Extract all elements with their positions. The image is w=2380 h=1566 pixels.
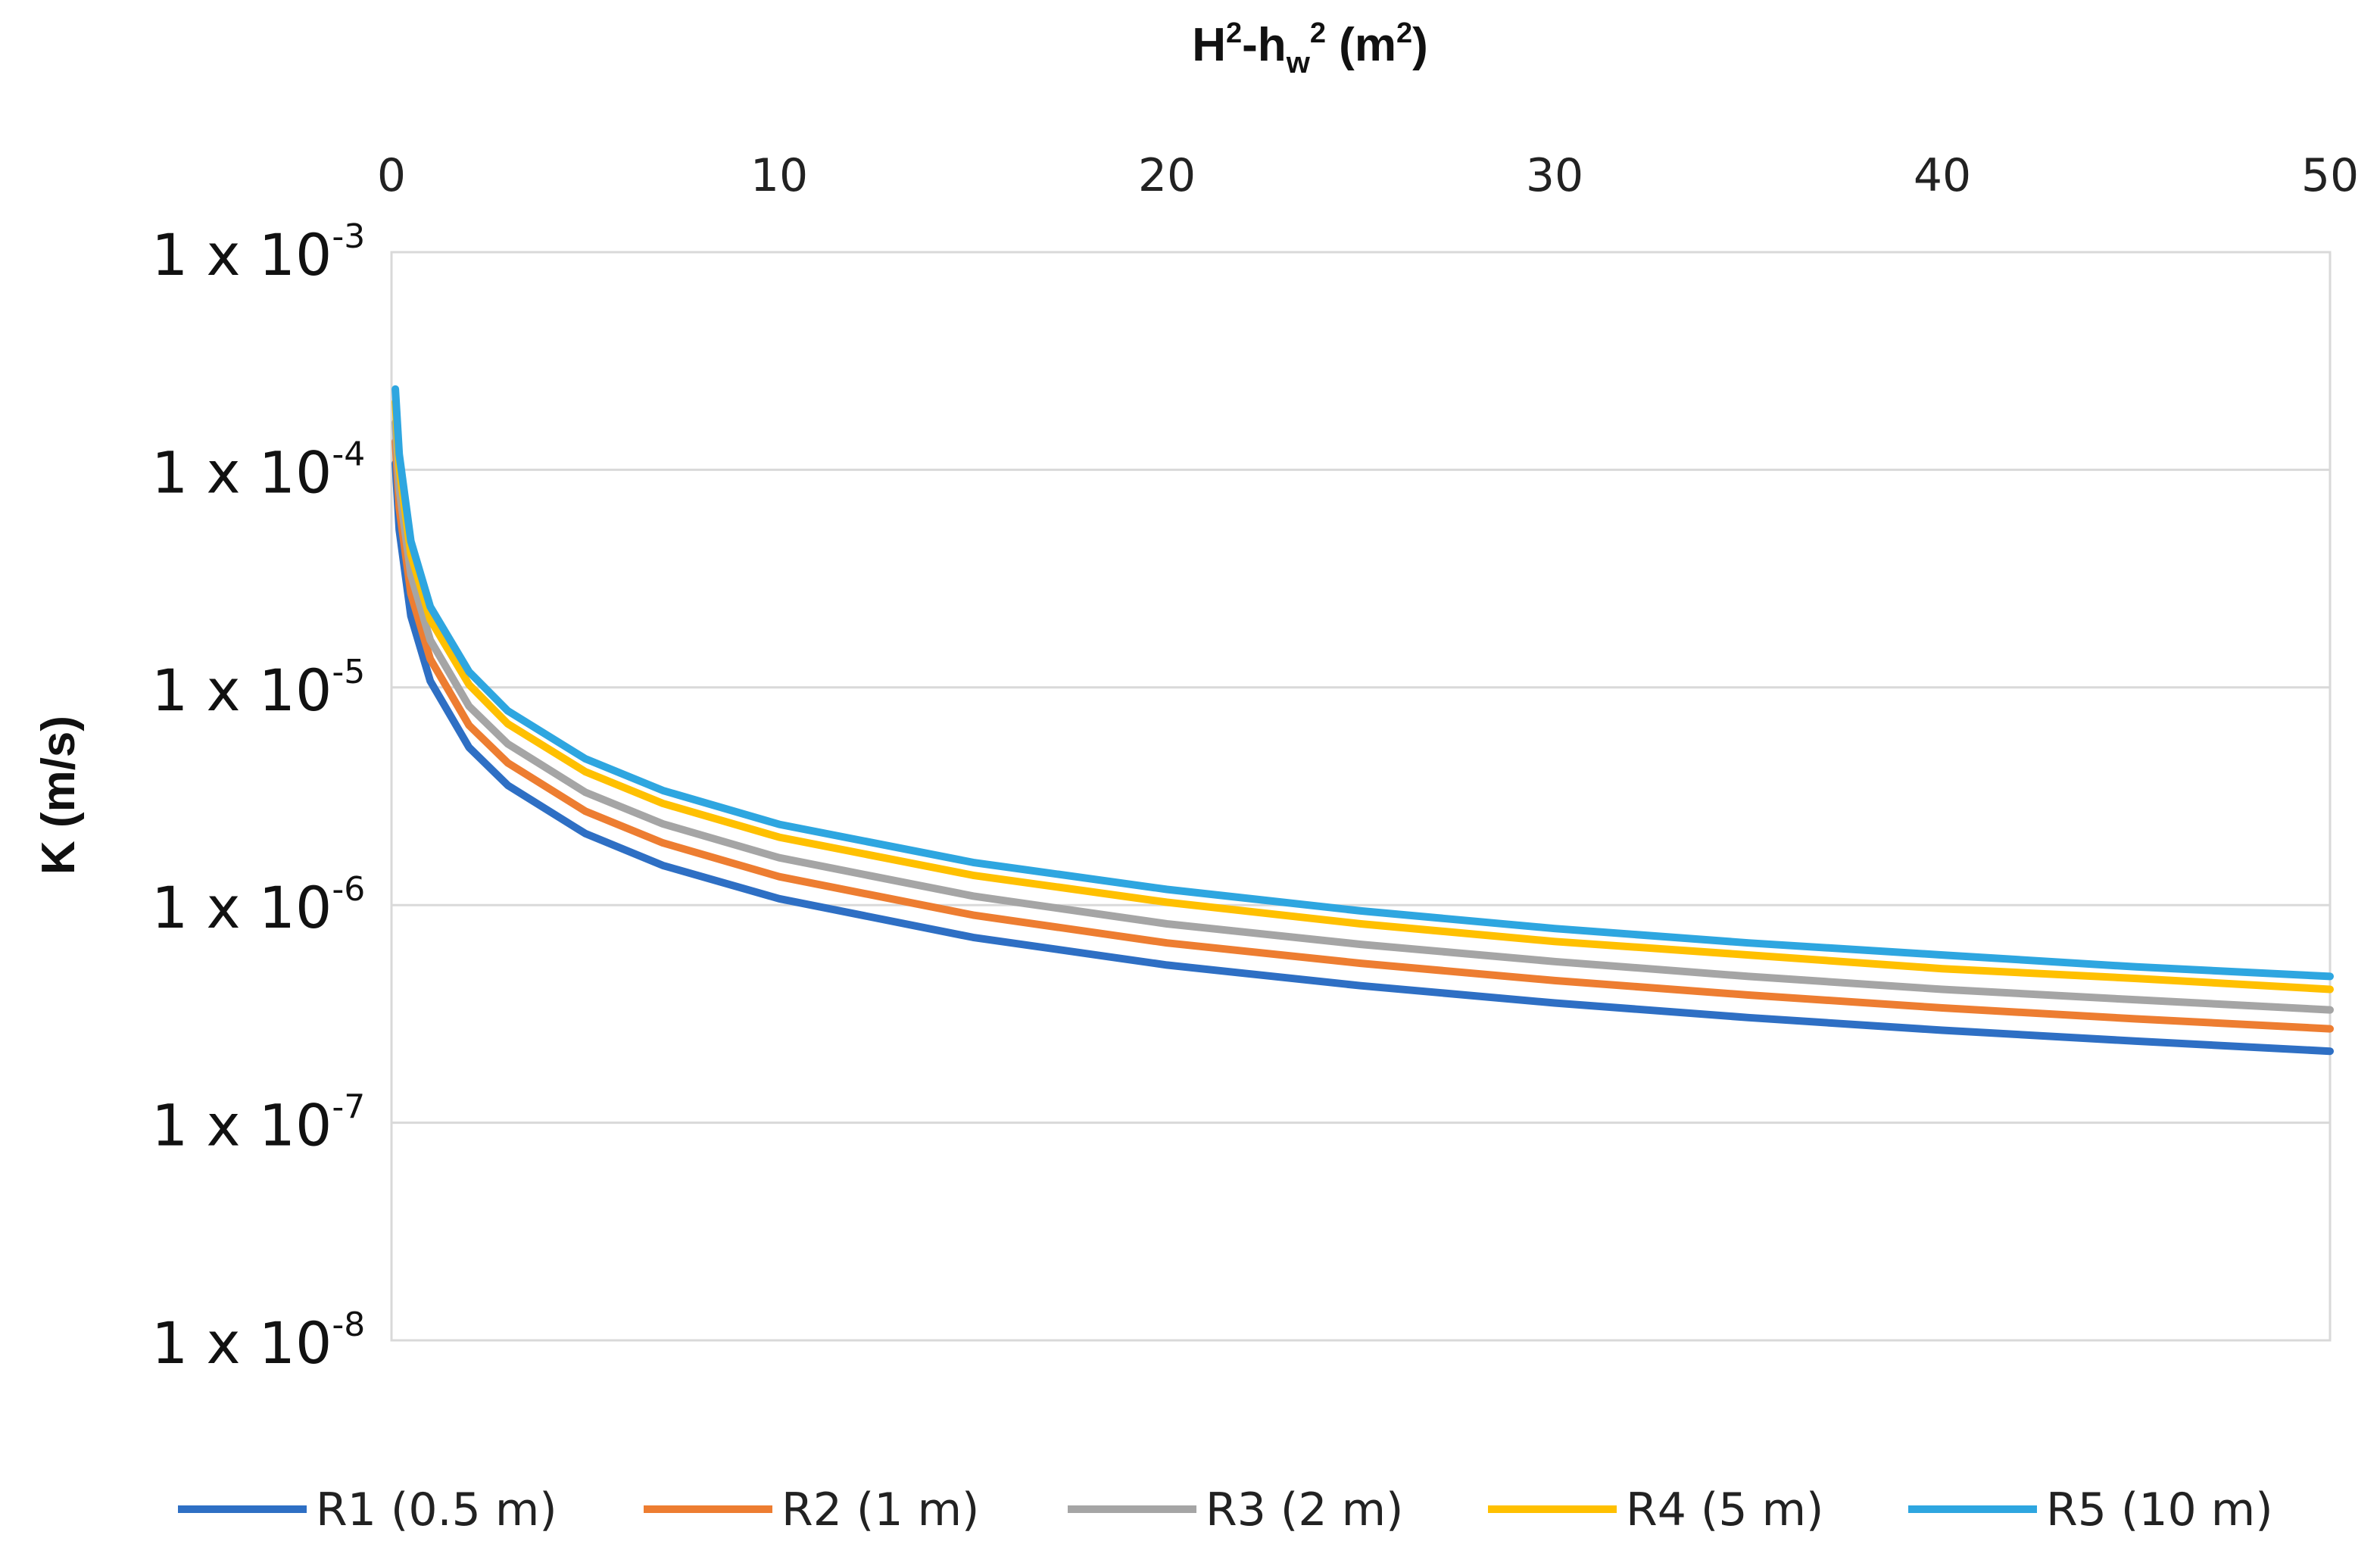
series-lines [391, 385, 2334, 1056]
x-tick-label-5: 50 [2301, 149, 2359, 202]
x-tick-label-4: 40 [1914, 149, 1971, 202]
x-tick-label-0: 0 [377, 149, 406, 202]
legend: R1 (0.5 m) R2 (1 m) R3 (2 m) R4 (5 m) R5 (10… [178, 1483, 2273, 1536]
legend-label-3: R3 (2 m) [1206, 1483, 1403, 1536]
series-line-2 [391, 437, 2334, 1033]
plot-frame [390, 251, 2332, 1342]
series-line-1 [391, 460, 2334, 1056]
y-tick-label-0: 1 x 10-3 [151, 217, 365, 289]
y-tick-label-2: 1 x 10-5 [151, 653, 365, 724]
x-axis-title: H2-hw2 (m2) [1192, 17, 1428, 80]
y-tick-labels: 1 x 10-3 1 x 10-4 1 x 10-5 1 x 10-6 1 x 10-7… [151, 217, 365, 1377]
y-tick-label-1: 1 x 10-4 [151, 435, 365, 506]
x-tick-label-2: 20 [1138, 149, 1196, 202]
y-tick-label-4: 1 x 10-7 [151, 1088, 365, 1159]
legend-label-2: R2 (1 m) [781, 1483, 979, 1536]
x-tick-label-1: 10 [750, 149, 808, 202]
series-line-4 [391, 398, 2334, 994]
y-axis-title: K (m/s) [33, 716, 85, 875]
x-tick-label-3: 30 [1526, 149, 1583, 202]
x-tick-labels: 0 10 20 30 40 50 [377, 149, 2359, 202]
series-line-3 [391, 418, 2334, 1014]
legend-label-5: R5 (10 m) [2046, 1483, 2273, 1536]
y-tick-label-5: 1 x 10-8 [151, 1306, 365, 1377]
legend-label-4: R4 (5 m) [1626, 1483, 1823, 1536]
legend-label-1: R1 (0.5 m) [316, 1483, 557, 1536]
series-line-5 [391, 385, 2334, 981]
y-tick-label-3: 1 x 10-6 [151, 870, 365, 941]
